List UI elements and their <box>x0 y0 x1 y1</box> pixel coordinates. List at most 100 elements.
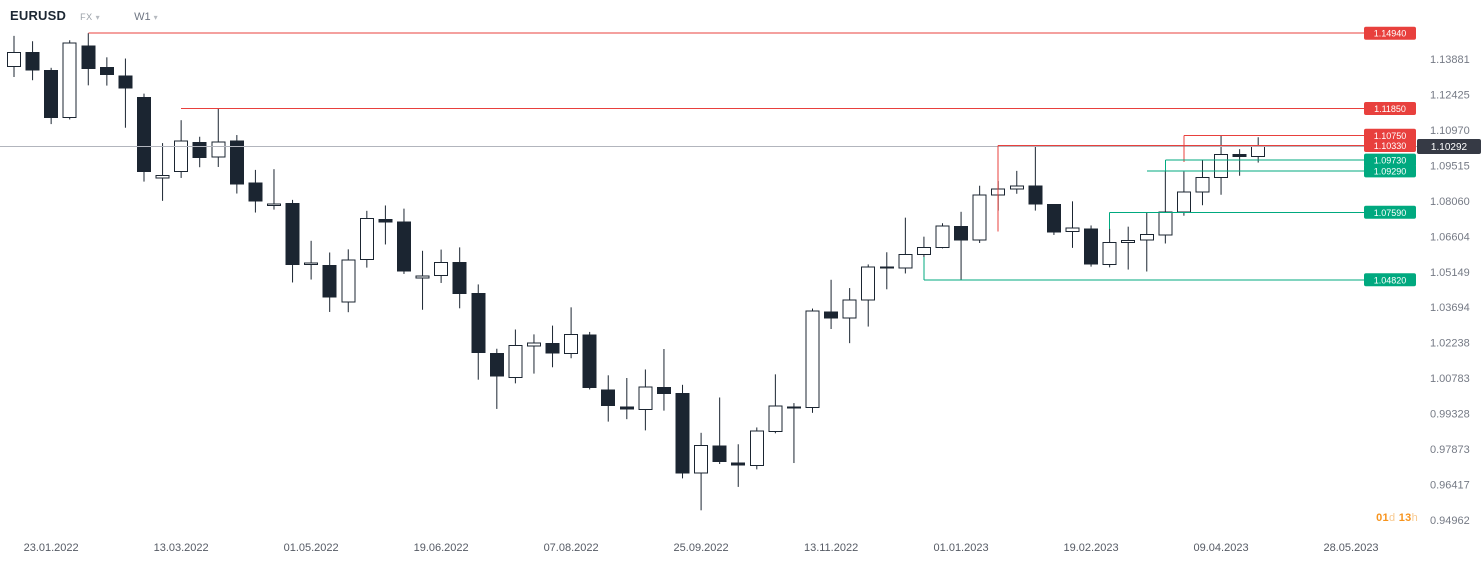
level-price-label: 1.11850 <box>1374 104 1406 114</box>
level-1.10750[interactable]: 1.10750 <box>1183 128 1416 163</box>
candle <box>1214 135 1229 195</box>
candle-body <box>656 386 671 394</box>
time-axis[interactable]: 23.01.2022 13.03.2022 01.05.2022 19.06.2022… <box>24 542 1379 554</box>
time-axis-label: 28.05.2023 <box>1324 542 1379 554</box>
level-1.10330[interactable]: 1.10330 <box>997 139 1416 232</box>
candle-body <box>136 97 151 173</box>
candle <box>545 325 560 368</box>
candle <box>656 348 671 411</box>
candle <box>805 308 820 413</box>
countdown-days-unit: d <box>1388 512 1396 524</box>
level-1.11850[interactable]: 1.11850 <box>181 101 1416 115</box>
candle <box>25 41 40 81</box>
candle <box>211 108 226 167</box>
candle-body <box>619 406 634 410</box>
candle-body <box>564 333 579 354</box>
candle <box>694 432 709 511</box>
timeframe-label: W1 <box>134 11 151 23</box>
candle-body <box>7 52 21 67</box>
candle-body <box>1214 154 1229 179</box>
candle-body <box>898 253 913 269</box>
candle-body <box>341 259 356 303</box>
level-price-badge[interactable] <box>1364 153 1416 167</box>
level-price-badge[interactable] <box>1364 26 1416 40</box>
candle <box>1176 171 1191 216</box>
candle <box>1232 149 1247 176</box>
candle-body <box>1084 228 1099 265</box>
candle <box>768 374 783 434</box>
level-price-badge[interactable] <box>1364 139 1416 153</box>
candle-body <box>378 218 393 223</box>
level-price-badge[interactable] <box>1364 273 1416 287</box>
candle-body <box>471 293 486 354</box>
candle-body <box>786 406 801 409</box>
chart-header: EURUSD FX ▾ W1 ▾ <box>10 8 158 23</box>
candle-body <box>749 430 764 466</box>
time-axis-label: 01.05.2022 <box>284 542 339 554</box>
candle <box>378 205 393 245</box>
price-axis-label: 1.03694 <box>1430 302 1470 314</box>
candle-body <box>712 445 727 462</box>
candle-body <box>972 194 987 241</box>
time-axis-label: 23.01.2022 <box>24 542 79 554</box>
candle <box>341 249 356 313</box>
level-1.04820[interactable]: 1.04820 <box>923 257 1416 287</box>
candle-body <box>81 45 96 70</box>
market-dropdown[interactable]: FX ▾ <box>80 12 100 22</box>
price-axis-label: 1.13881 <box>1430 54 1470 66</box>
candle <box>155 143 170 201</box>
level-1.14940[interactable]: 1.14940 <box>88 26 1416 40</box>
candle <box>526 334 541 374</box>
level-1.07590[interactable]: 1.07590 <box>1109 205 1416 229</box>
level-price-label: 1.10750 <box>1374 131 1407 141</box>
candle-body <box>1251 145 1266 158</box>
price-axis-label: 1.00783 <box>1430 373 1470 385</box>
candle-body <box>155 174 170 179</box>
candle <box>489 348 504 409</box>
chevron-down-icon: ▾ <box>153 13 158 22</box>
level-1.09730[interactable]: 1.09730 <box>1164 153 1416 171</box>
candle <box>136 93 151 182</box>
candle <box>452 247 467 309</box>
timeframe-dropdown[interactable]: W1 ▾ <box>134 11 158 23</box>
candle <box>731 444 746 487</box>
level-price-badge[interactable] <box>1364 128 1416 142</box>
level-price-badge[interactable] <box>1364 101 1416 115</box>
candle <box>916 236 931 258</box>
candle-body <box>434 261 449 276</box>
candle <box>415 250 430 310</box>
countdown-hours: 13 <box>1398 512 1412 524</box>
level-price-badge[interactable] <box>1364 205 1416 219</box>
price-axis-label: 0.94962 <box>1430 515 1470 527</box>
candle <box>879 252 894 290</box>
time-axis-label: 01.01.2023 <box>934 542 989 554</box>
current-price-badge: 1.10292 <box>1417 138 1481 154</box>
price-axis-label: 1.10970 <box>1430 125 1470 137</box>
price-axis[interactable]: 1.13881 1.12425 1.10970 1.09515 1.08060 1.066… <box>1430 54 1470 527</box>
candle <box>582 331 597 390</box>
candle <box>285 199 300 283</box>
candle-body <box>526 342 541 347</box>
candle <box>1158 170 1173 244</box>
candle-body <box>1195 177 1210 193</box>
level-price-label: 1.09730 <box>1374 156 1407 166</box>
candle-body <box>174 140 189 173</box>
level-price-label: 1.09290 <box>1374 166 1407 176</box>
countdown-days: 01 <box>1376 512 1389 524</box>
candle <box>304 240 319 280</box>
level-1.09290[interactable]: 1.09290 <box>1146 164 1416 178</box>
candle-body <box>508 344 523 379</box>
symbol-label[interactable]: EURUSD <box>10 8 67 23</box>
candle <box>638 369 653 431</box>
candle-body <box>1232 154 1247 158</box>
time-axis-label: 19.06.2022 <box>414 542 469 554</box>
candle <box>935 223 950 249</box>
candle-body <box>322 265 337 298</box>
candle <box>1009 170 1024 194</box>
countdown-hours-unit: h <box>1411 512 1418 524</box>
level-price-badge[interactable] <box>1364 164 1416 178</box>
candle <box>1195 160 1210 206</box>
candle <box>824 279 839 330</box>
